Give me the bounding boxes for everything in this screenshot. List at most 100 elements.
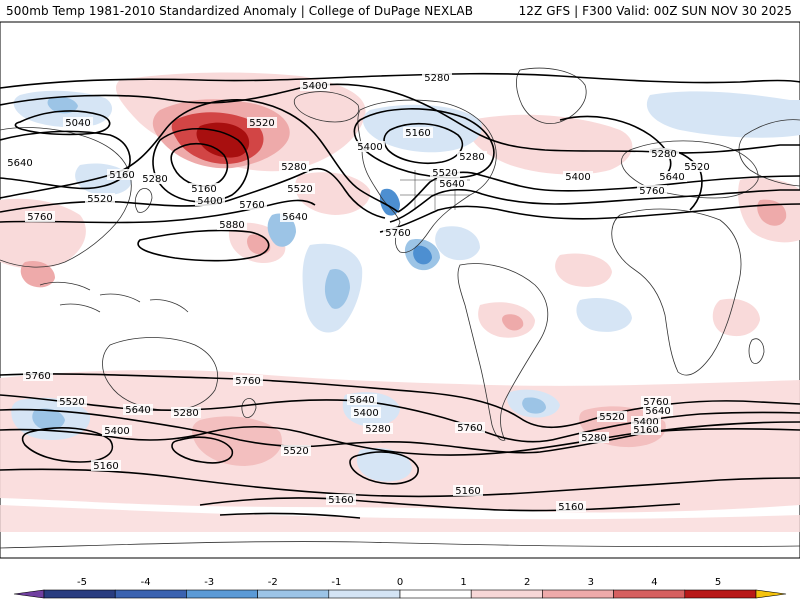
warm-anomaly-area (712, 298, 760, 337)
colorbar-segment (186, 589, 258, 599)
contour-label-nh-5760-pac: 5760 (27, 212, 52, 223)
colorbar-segment (328, 589, 401, 599)
contour-label-nh-5160-ak: 5160 (191, 184, 216, 195)
contour-5160-sh (0, 468, 800, 498)
contour-label-nh-5400-pac: 5400 (197, 196, 222, 207)
contour-label-bg (579, 432, 609, 443)
contour-label-nh-5520-npac: 5520 (287, 184, 312, 195)
contour-label-bg (641, 396, 671, 407)
contour-label-bg (233, 375, 263, 386)
colorbar-segment (542, 589, 614, 599)
colorbar-tick-label: -5 (77, 577, 87, 588)
colorbar-high-arrow (755, 589, 787, 599)
contour-label-bg (107, 169, 137, 180)
contour-5280-sh (21, 427, 114, 463)
warm-anomaly-area (0, 198, 86, 269)
contour-label-sh-5400-atl: 5400 (633, 417, 658, 428)
madagascar-outline (748, 338, 765, 364)
contour-label-bg (171, 407, 201, 418)
japan-outline (134, 188, 153, 213)
contour-label-nh-5400-top: 5400 (302, 81, 327, 92)
contour-label-bg (300, 80, 330, 91)
contour-label-sh-5400-w: 5400 (104, 426, 129, 437)
contour-label-bg (631, 416, 661, 427)
contour-label-nh-5520-eur: 5520 (684, 162, 709, 173)
cool-anomaly-area (356, 448, 412, 482)
contour-label-bg (643, 405, 673, 416)
contour-label-nh-5640-pac: 5640 (7, 158, 32, 169)
contour-label-sh-5640-w: 5640 (125, 405, 150, 416)
asia-outline (738, 119, 800, 187)
maritime-continent-outline (39, 281, 189, 313)
contour-label-sh-5160-satl: 5160 (558, 502, 583, 513)
cool-anomaly-area (32, 408, 65, 430)
contour-label-bg (556, 501, 586, 512)
colorbar-low-arrow (13, 589, 45, 599)
contour-label-nh-5040-pac: 5040 (65, 118, 90, 129)
colorbar-tick-label: -3 (204, 577, 214, 588)
contour-label-bg (403, 127, 433, 138)
contour-5760-npac (0, 199, 316, 224)
contour-5760-us (379, 203, 800, 233)
south-america-outline (457, 263, 549, 441)
contour-5280-eur (559, 115, 672, 173)
warm-anomaly-area (247, 234, 271, 255)
contour-label-nh-5160-pac: 5160 (109, 170, 134, 181)
contour-5280-sh-2 (171, 436, 234, 464)
contour-label-bg (631, 424, 661, 435)
contour-label-nh-5640-eur: 5640 (659, 172, 684, 183)
contour-label-sh-5760-w: 5760 (25, 371, 50, 382)
contour-label-nh-5400-ak: 5400 (357, 142, 382, 153)
contour-label-bg (123, 404, 153, 415)
warm-anomaly-area (468, 114, 633, 175)
contour-label-sh-5640-atl: 5640 (645, 406, 670, 417)
contour-label-bg (63, 117, 93, 128)
contour-label-bg (281, 445, 311, 456)
contour-label-nh-5640-us: 5640 (439, 179, 464, 190)
contour-5160-sh-2 (199, 497, 681, 512)
colorbar-tick-label: -4 (141, 577, 151, 588)
contour-label-bg (351, 407, 381, 418)
contour-label-bg (285, 183, 315, 194)
contour-label-bg (326, 494, 356, 505)
contour-label-nh-5160-can: 5160 (405, 128, 430, 139)
contour-label-nh-5520-ak: 5520 (249, 118, 274, 129)
contour-label-bg (347, 394, 377, 405)
warm-anomaly-area (757, 199, 787, 226)
contour-label-nh-5760-us: 5760 (385, 228, 410, 239)
contour-5760-sh (0, 373, 800, 429)
contour-label-bg (355, 141, 385, 152)
contour-label-sh-5160-w: 5160 (93, 461, 118, 472)
colorbar-tick-label: 1 (460, 577, 466, 588)
colorbar-segment (684, 589, 757, 599)
contour-label-nh-5280-pac: 5280 (142, 174, 167, 185)
contour-label-bg (597, 411, 627, 422)
contour-label-sh-5280-atl: 5280 (581, 433, 606, 444)
contour-label-bg (430, 167, 460, 178)
contour-label-bg (279, 161, 309, 172)
contour-label-bg (280, 211, 310, 222)
contour-label-sh-5160-atl: 5160 (633, 425, 658, 436)
cool-anomaly-area (47, 96, 78, 114)
contour-label-bg (91, 460, 121, 471)
cool-anomaly-area (324, 268, 350, 309)
contour-label-bg (637, 185, 667, 196)
north-america-outline (357, 99, 497, 253)
contour-label-bg (57, 396, 87, 407)
contour-5040-sh (219, 512, 361, 519)
warm-anomaly-area (555, 253, 612, 287)
africa-outline (611, 208, 742, 376)
warm-anomaly-area (0, 505, 800, 532)
contour-5520-npac (0, 99, 399, 213)
contour-label-bg (649, 148, 679, 159)
map-title: 500mb Temp 1981-2010 Standardized Anomal… (6, 4, 474, 18)
contour-label-sh-5520-pac: 5520 (283, 446, 308, 457)
colorbar-tick-label: 3 (588, 577, 594, 588)
contour-label-bg (455, 422, 485, 433)
contour-label-bg (140, 173, 170, 184)
colorbar-tick-label: -2 (268, 577, 278, 588)
contour-label-nh-5400-atl: 5400 (565, 172, 590, 183)
contour-label-sh-5400-pac: 5400 (353, 408, 378, 419)
